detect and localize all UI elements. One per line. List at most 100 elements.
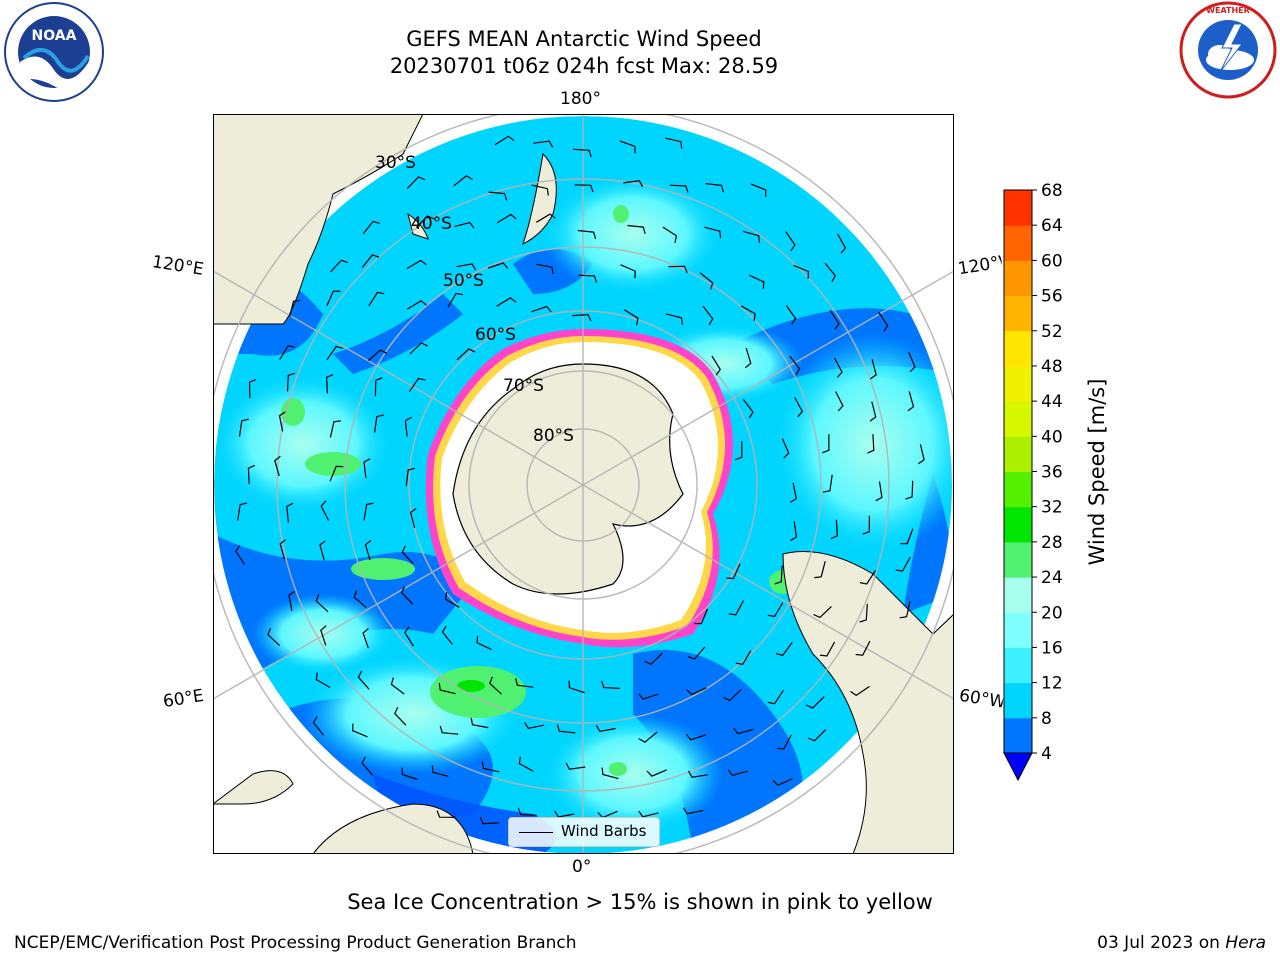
wind-barb <box>363 502 374 521</box>
wind-barb <box>565 762 586 770</box>
colorbar-segment <box>1004 717 1032 754</box>
wind-barb <box>533 140 554 148</box>
wind-barb <box>454 221 475 229</box>
colorbar-tick-label: 24 <box>1041 568 1063 588</box>
wind-barb <box>573 148 592 158</box>
wind-barb <box>447 292 463 308</box>
wind-barb <box>470 717 489 729</box>
wind-barb <box>515 678 534 688</box>
noaa-logo: NOAA <box>0 0 104 104</box>
colorbar-tick-label: 4 <box>1041 744 1052 764</box>
colorbar-segment <box>1004 401 1032 437</box>
colorbar-segment <box>1004 541 1032 578</box>
wind-barb <box>727 769 749 777</box>
wind-barb <box>531 305 552 313</box>
wind-barb <box>496 213 517 224</box>
wind-barb <box>822 474 833 493</box>
graticule <box>213 114 954 854</box>
lon-label-0: 0° <box>572 857 592 877</box>
wind-barb <box>735 650 752 666</box>
wind-barb <box>394 707 407 726</box>
wind-barb <box>267 627 281 647</box>
colorbar-tick-label: 40 <box>1041 427 1063 447</box>
wind-barb <box>406 176 426 189</box>
wind-barb <box>352 723 368 738</box>
colorbar-underflow-arrow <box>1003 752 1033 782</box>
wind-barb <box>907 391 915 412</box>
wind-barb <box>374 377 383 397</box>
wind-barb <box>312 716 324 736</box>
wind-barb <box>686 687 707 696</box>
colorbar-segment <box>1004 471 1032 508</box>
wind-barb <box>743 230 760 243</box>
wind-barb <box>785 231 796 252</box>
wind-barb <box>487 262 509 269</box>
wind-barb <box>794 397 804 418</box>
wind-barb <box>319 540 326 561</box>
wind-barb <box>374 414 384 433</box>
wind-barb <box>494 135 515 146</box>
wind-barb <box>789 355 801 376</box>
wind-barb <box>899 600 911 619</box>
wind-barb <box>601 767 619 780</box>
wind-barb <box>790 521 798 542</box>
colorbar-tick-label: 36 <box>1041 463 1063 483</box>
wind-barb <box>665 137 683 149</box>
wind-barb <box>734 441 743 461</box>
wind-barb <box>329 420 341 438</box>
footer-date-text: 03 Jul 2023 on <box>1097 933 1226 953</box>
wind-barb <box>404 626 414 647</box>
antarctic-map: 30°S 40°S 50°S 60°S 70°S 80°S <box>213 114 954 854</box>
wind-barb <box>439 725 459 735</box>
lat-label-50s: 50°S <box>443 271 484 291</box>
colorbar-label: Wind Speed [m/s] <box>1085 378 1109 566</box>
wind-barb <box>436 810 456 818</box>
colorbar-tick-label: 28 <box>1041 533 1063 553</box>
wind-barb <box>574 184 594 193</box>
colorbar-segment <box>1004 577 1032 613</box>
wind-barb <box>859 603 868 623</box>
colorbar: 4 8 12 16 20 24 28 32 36 40 44 48 52 56 60 64 68 <box>990 170 1190 810</box>
wind-barb <box>772 778 793 786</box>
wind-barb <box>568 680 585 694</box>
wind-barb <box>320 500 330 521</box>
wind-barb <box>623 180 644 188</box>
wind-barb <box>247 464 255 485</box>
wind-barb <box>577 229 597 240</box>
wind-barb <box>238 418 249 437</box>
wind-barb <box>623 309 639 326</box>
wind-barb <box>870 359 877 380</box>
wind-barb <box>361 756 374 776</box>
wind-barb <box>905 480 914 500</box>
wind-barb <box>638 693 659 700</box>
colorbar-segment <box>1004 365 1032 402</box>
wind-barb <box>315 672 331 689</box>
lat-label-40s: 40°S <box>411 214 452 234</box>
wind-barb <box>286 372 296 392</box>
wind-barb <box>248 379 257 399</box>
wind-barb <box>401 545 414 565</box>
wind-barb <box>456 348 476 361</box>
wind-barb <box>479 817 500 825</box>
wind-barb <box>813 605 832 619</box>
wind-barb <box>850 685 870 697</box>
wind-barb <box>556 724 576 734</box>
colorbar-segment <box>1004 190 1032 226</box>
lon-label-60e: 60°E <box>161 685 206 713</box>
wind-barb <box>488 191 508 201</box>
wind-barb <box>704 226 722 239</box>
wind-barb <box>775 642 793 657</box>
wind-barb <box>406 259 427 270</box>
wind-barb <box>688 770 708 778</box>
colorbar-segment <box>1004 612 1032 648</box>
nws-logo: WEATHER <box>1176 0 1280 104</box>
wind-barb <box>740 305 756 321</box>
colorbar-tick-label: 8 <box>1041 709 1052 729</box>
wind-barb <box>363 458 371 478</box>
wind-barb <box>744 347 752 369</box>
wind-barb <box>326 345 344 361</box>
lat-label-60s: 60°S <box>475 325 516 345</box>
colorbar-tick-label: 60 <box>1041 251 1063 271</box>
wind-barb <box>286 502 294 523</box>
wind-barb <box>535 213 556 223</box>
